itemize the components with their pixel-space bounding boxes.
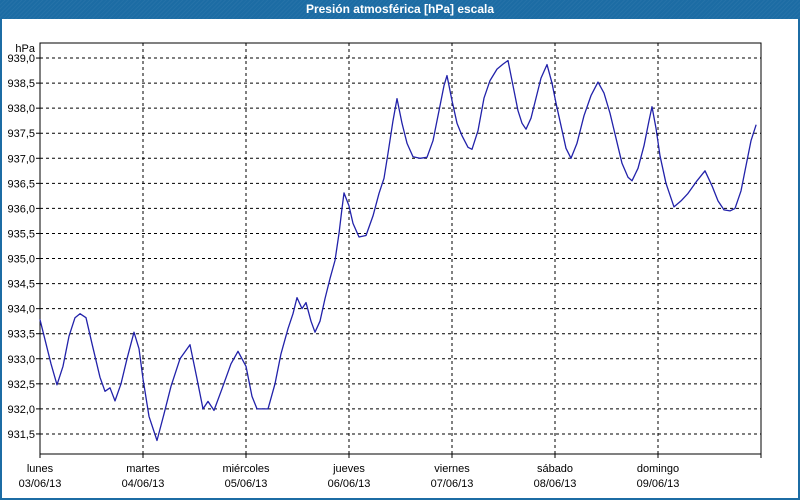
y-tick-label: 932,5 [7, 379, 35, 391]
title-bar: Presión atmosférica [hPa] escala [0, 0, 800, 19]
pressure-line [39, 59, 757, 442]
plot-border [39, 42, 762, 455]
y-axis-unit-label: hPa [15, 43, 35, 55]
x-weekday-label: miércoles [222, 463, 270, 475]
y-tick-label: 936,5 [7, 178, 35, 190]
y-tick-label: 934,0 [7, 304, 35, 316]
x-weekday-label: martes [126, 463, 160, 475]
x-date-label: 06/06/13 [328, 478, 371, 490]
x-weekday-label: jueves [332, 463, 365, 475]
x-weekday-label: sábado [537, 463, 573, 475]
x-weekday-label: viernes [434, 463, 470, 475]
x-date-label: 04/06/13 [122, 478, 165, 490]
x-date-label: 09/06/13 [637, 478, 680, 490]
x-weekday-label: domingo [637, 463, 679, 475]
y-tick-label: 933,0 [7, 354, 35, 366]
y-tick-label: 937,5 [7, 128, 35, 140]
y-tick-label: 938,5 [7, 78, 35, 90]
y-tick-label: 936,0 [7, 203, 35, 215]
x-weekday-label: lunes [27, 463, 54, 475]
y-tick-label: 933,5 [7, 329, 35, 341]
y-tick-label: 937,0 [7, 153, 35, 165]
y-tick-label: 934,5 [7, 279, 35, 291]
y-tick-label: 938,0 [7, 103, 35, 115]
y-tick-label: 931,5 [7, 429, 35, 441]
x-date-label: 07/06/13 [431, 478, 474, 490]
y-tick-label: 935,5 [7, 228, 35, 240]
chart-title: Presión atmosférica [hPa] escala [305, 2, 495, 16]
x-date-label: 08/06/13 [534, 478, 577, 490]
x-date-label: 03/06/13 [19, 478, 62, 490]
y-tick-label: 939,0 [7, 53, 35, 65]
y-tick-label: 935,0 [7, 254, 35, 266]
y-tick-label: 932,0 [7, 404, 35, 416]
x-date-label: 05/06/13 [225, 478, 268, 490]
